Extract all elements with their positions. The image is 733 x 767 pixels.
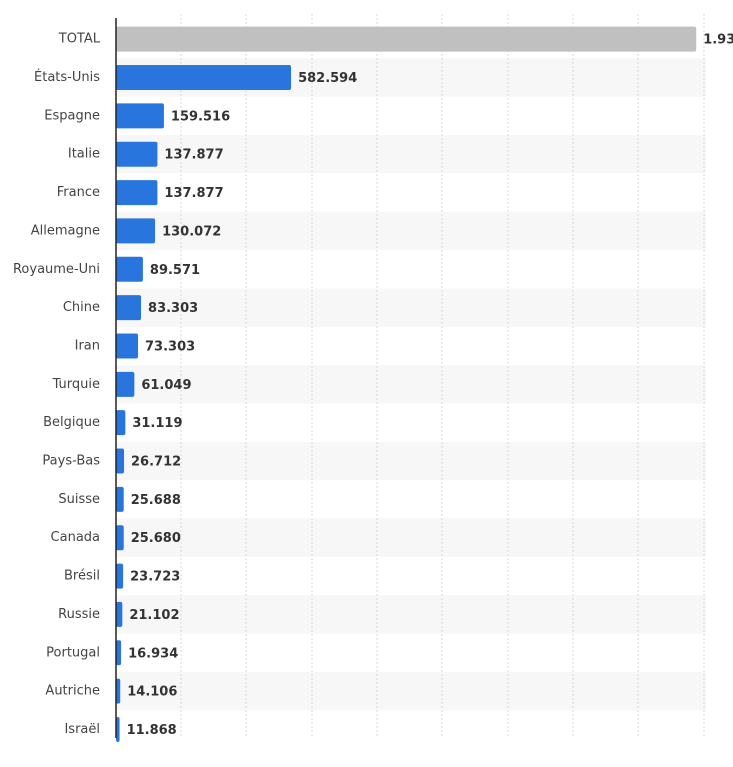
category-label: Allemagne xyxy=(31,223,100,238)
category-label: Canada xyxy=(51,530,100,545)
category-label: Turquie xyxy=(52,377,100,392)
row-band xyxy=(116,135,706,174)
row-band xyxy=(116,595,706,634)
bar[interactable] xyxy=(116,410,126,436)
bar[interactable] xyxy=(116,486,124,512)
bars-group xyxy=(116,26,697,742)
bar[interactable] xyxy=(116,256,143,282)
bar[interactable] xyxy=(116,26,697,52)
value-label: 31.119 xyxy=(132,416,182,431)
row-band xyxy=(116,288,706,327)
value-label: 159.516 xyxy=(171,109,230,124)
bar[interactable] xyxy=(116,640,122,666)
value-label: 83.303 xyxy=(148,301,198,316)
value-label: 1.930.780 xyxy=(703,33,733,48)
category-label: TOTAL xyxy=(58,32,101,47)
category-label: États-Unis xyxy=(34,69,100,85)
category-label: Italie xyxy=(68,147,100,162)
value-label: 14.106 xyxy=(127,685,177,700)
bar[interactable] xyxy=(116,601,123,627)
bar[interactable] xyxy=(116,295,142,321)
bar[interactable] xyxy=(116,448,125,474)
category-label: Portugal xyxy=(46,645,100,660)
value-label: 21.102 xyxy=(129,608,179,623)
category-label: Autriche xyxy=(45,684,100,699)
category-label: Russie xyxy=(58,607,100,622)
value-label: 61.049 xyxy=(141,378,191,393)
bar[interactable] xyxy=(116,678,121,704)
value-label: 16.934 xyxy=(128,646,178,661)
category-label: Israël xyxy=(64,722,100,737)
category-label: France xyxy=(57,185,100,200)
category-label: Pays-Bas xyxy=(42,454,100,469)
value-label: 137.877 xyxy=(164,186,223,201)
value-label: 26.712 xyxy=(131,455,181,470)
value-label: 73.303 xyxy=(145,339,195,354)
value-label: 130.072 xyxy=(162,224,221,239)
bar[interactable] xyxy=(116,180,158,206)
row-band xyxy=(116,671,706,711)
category-label: Brésil xyxy=(64,569,100,584)
bar[interactable] xyxy=(116,525,124,551)
row-band xyxy=(116,441,706,481)
bar[interactable] xyxy=(116,333,139,359)
category-label: Suisse xyxy=(58,492,100,507)
grid-lines xyxy=(180,14,705,738)
value-labels: 1.930.780 582.594 159.516 137.877 137.877 130… xyxy=(127,33,733,738)
bar[interactable] xyxy=(116,141,158,167)
value-label: 89.571 xyxy=(150,263,200,278)
category-label: Belgique xyxy=(43,415,100,430)
bar[interactable] xyxy=(116,218,156,244)
bar[interactable] xyxy=(116,371,135,397)
row-band xyxy=(116,365,706,404)
category-label: Royaume-Uni xyxy=(13,262,100,277)
value-label: 582.594 xyxy=(298,71,357,86)
value-label: 23.723 xyxy=(130,570,180,585)
row-band xyxy=(116,518,706,557)
category-label: Iran xyxy=(75,338,100,353)
value-label: 11.868 xyxy=(127,723,177,738)
value-label: 25.688 xyxy=(131,493,181,508)
value-label: 137.877 xyxy=(164,148,223,163)
value-label: 25.680 xyxy=(131,531,181,546)
category-label: Espagne xyxy=(44,108,100,123)
bar[interactable] xyxy=(116,65,292,91)
category-label: Chine xyxy=(63,300,100,315)
bar[interactable] xyxy=(116,563,124,589)
row-bands xyxy=(116,58,706,711)
bar[interactable] xyxy=(116,103,164,129)
row-band xyxy=(116,211,706,251)
bar[interactable] xyxy=(116,716,120,742)
category-labels: TOTAL États-Unis Espagne Italie France Allema… xyxy=(13,32,101,737)
